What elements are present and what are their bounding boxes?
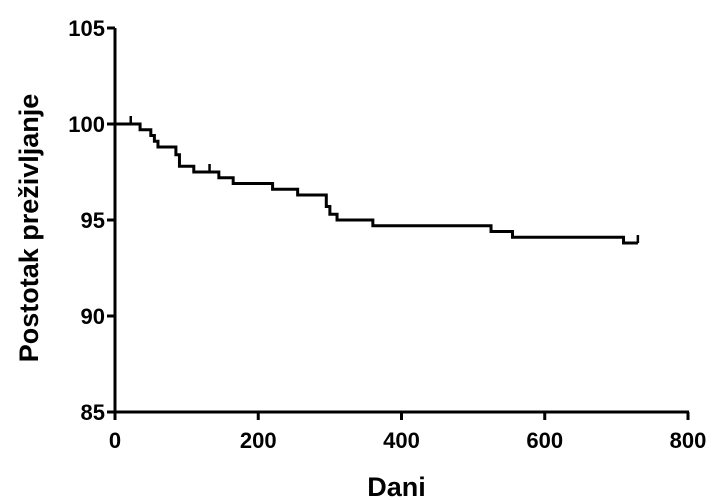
x-tick-label: 400 — [383, 428, 420, 453]
y-tick-label: 95 — [81, 208, 105, 233]
x-tick-label: 200 — [240, 428, 277, 453]
y-axis-label: Postotak preživljanje — [14, 94, 44, 363]
plot-area — [115, 116, 640, 245]
y-tick-label: 105 — [68, 16, 105, 41]
x-axis-ticks: 0 200 400 600 800 — [109, 412, 706, 453]
y-tick-label: 90 — [81, 304, 105, 329]
x-tick-label: 0 — [109, 428, 121, 453]
x-tick-label: 800 — [670, 428, 707, 453]
y-tick-label: 100 — [68, 112, 105, 137]
x-axis-label: Dani — [367, 472, 426, 500]
survival-curve — [115, 122, 638, 245]
y-axis-ticks: 85 90 95 100 105 — [68, 16, 115, 425]
y-tick-label: 85 — [81, 400, 105, 425]
x-tick-label: 600 — [526, 428, 563, 453]
